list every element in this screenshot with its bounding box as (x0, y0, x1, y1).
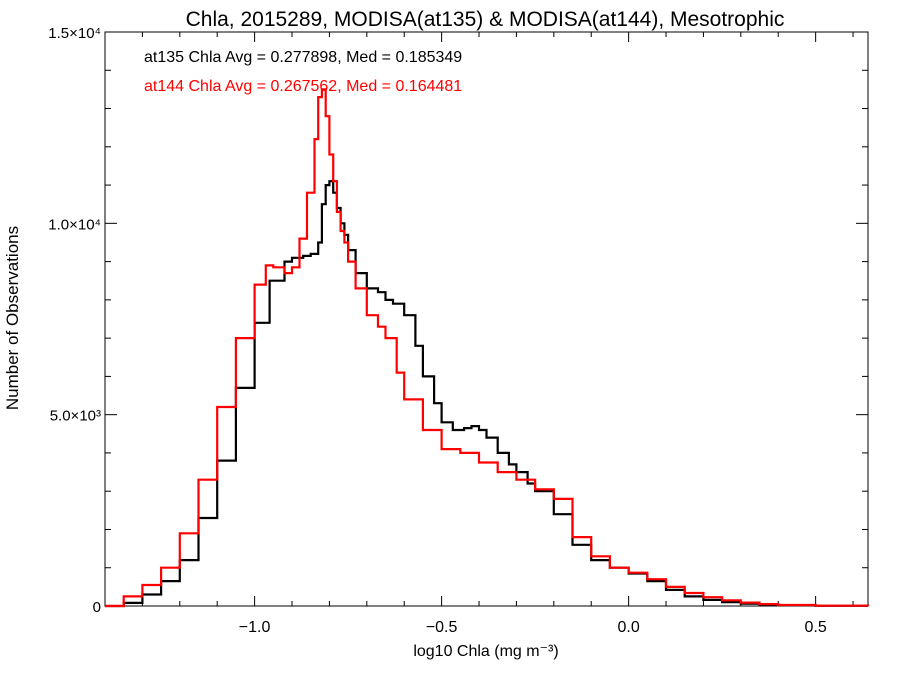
y-axis: 0 5.0×10³ 1.0×10⁴ 1.5×10⁴ (48, 25, 868, 616)
y-axis-label: Number of Observations (3, 226, 22, 410)
series-at135-histogram (105, 180, 870, 608)
series-at144-histogram (105, 88, 870, 608)
x-tick-label: 0.0 (618, 619, 640, 636)
plot-frame (104, 31, 869, 607)
annotation-at144: at144 Chla Avg = 0.267562, Med = 0.16448… (144, 78, 462, 95)
y-tick-label: 5.0×10³ (50, 408, 101, 425)
x-tick-label: −0.5 (426, 619, 458, 636)
chart-title: Chla, 2015289, MODISA(at135) & MODISA(at… (186, 8, 785, 31)
x-tick-label: 0.5 (805, 619, 827, 636)
y-tick-label: 1.5×10⁴ (48, 25, 101, 42)
x-tick-label: −1.0 (239, 619, 271, 636)
y-tick-label: 1.0×10⁴ (48, 216, 101, 233)
x-axis: −1.0 −0.5 0.0 0.5 (141, 32, 854, 636)
y-tick-label: 0 (93, 599, 101, 616)
annotation-at135: at135 Chla Avg = 0.277898, Med = 0.18534… (144, 49, 462, 66)
x-axis-label: log10 Chla (mg m⁻³) (413, 643, 558, 660)
series-group (105, 88, 870, 608)
